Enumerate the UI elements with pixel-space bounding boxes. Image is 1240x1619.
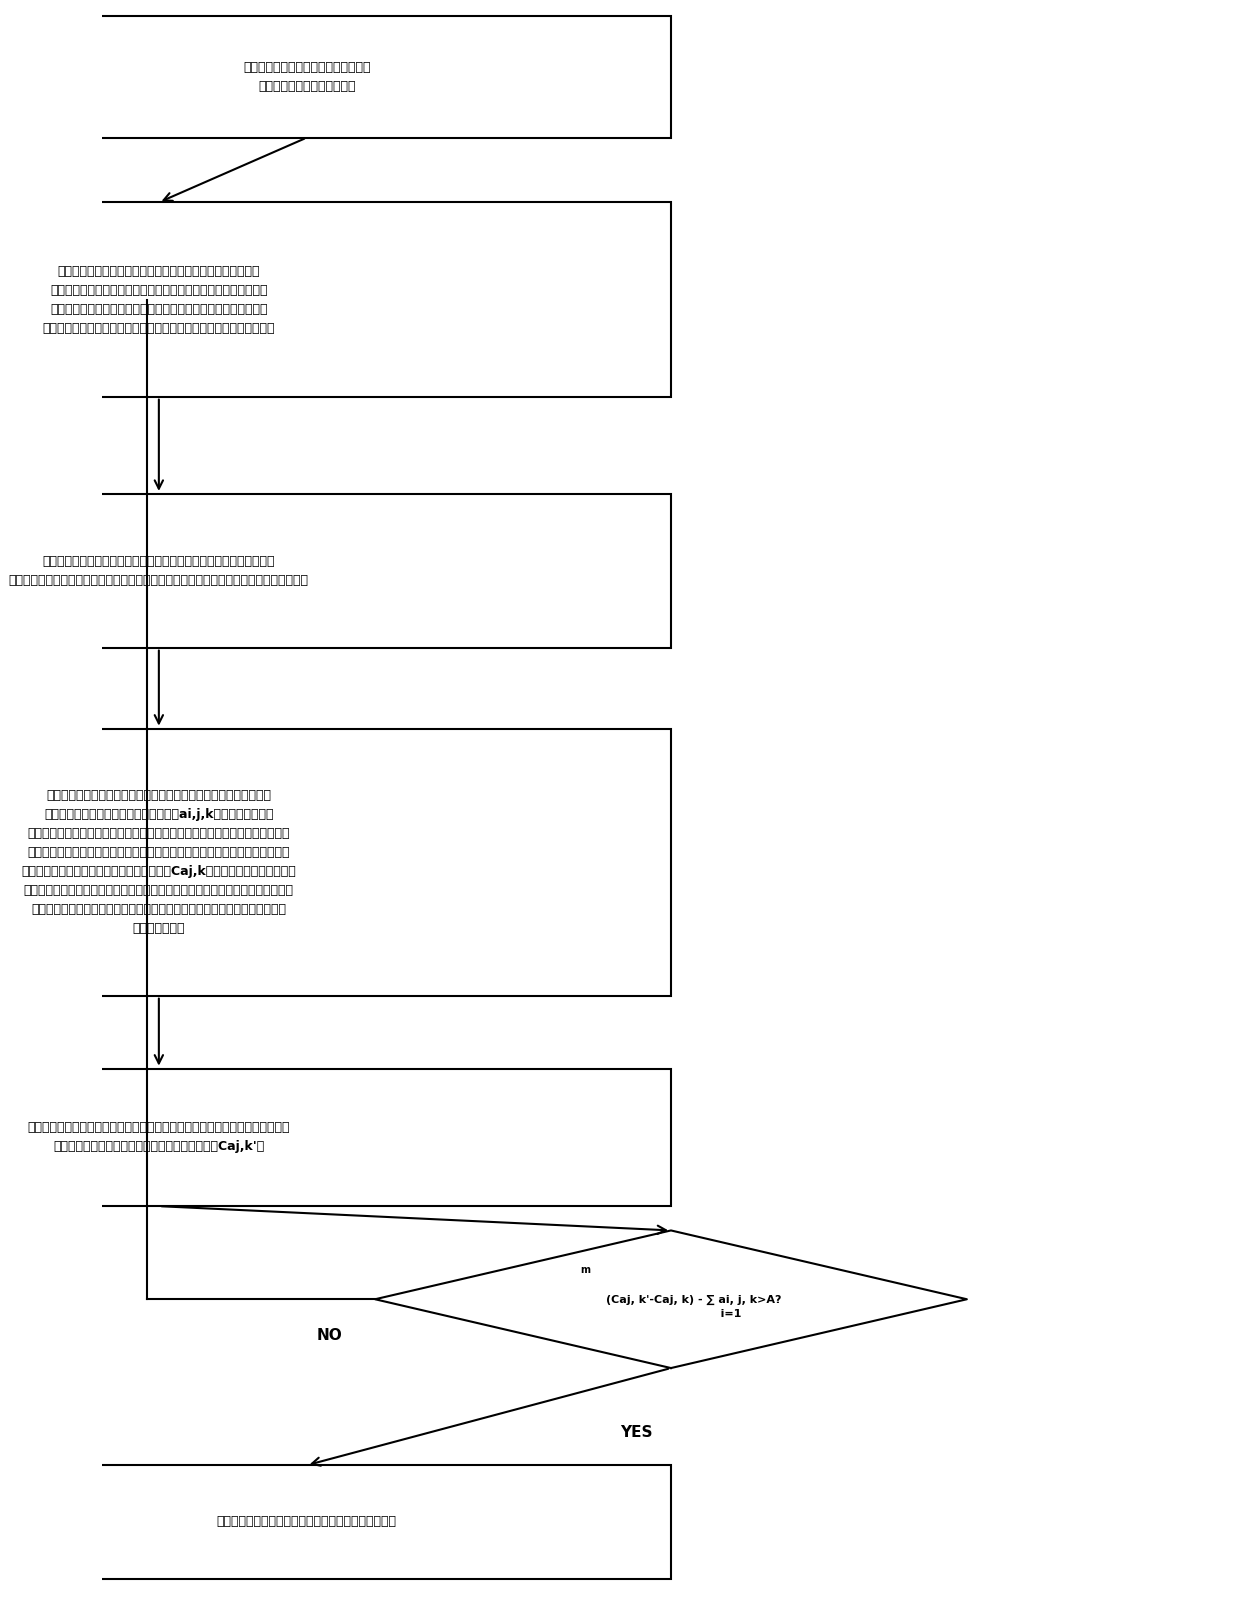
FancyBboxPatch shape bbox=[0, 16, 671, 138]
Text: 线性规划平台解析大气扩散模型平台传送的结果文件，得到各污染源
排放的各污染物对各关心点的浓度贡献值ai,j,k，并根据内部存储
的关心点的报警信息，为各污染源排: 线性规划平台解析大气扩散模型平台传送的结果文件，得到各污染源 排放的各污染物对各… bbox=[21, 788, 296, 936]
FancyBboxPatch shape bbox=[0, 494, 671, 648]
FancyBboxPatch shape bbox=[0, 1069, 671, 1206]
Text: 在大气扩散模型平台上确定评估区域，
对该评估区域划分计算网格；: 在大气扩散模型平台上确定评估区域， 对该评估区域划分计算网格； bbox=[243, 62, 371, 92]
Text: NO: NO bbox=[316, 1328, 342, 1344]
FancyBboxPatch shape bbox=[0, 202, 671, 397]
Text: 则由线性规划平台发出报警并存储关心点的报警信息。: 则由线性规划平台发出报警并存储关心点的报警信息。 bbox=[217, 1515, 397, 1528]
FancyBboxPatch shape bbox=[0, 1465, 671, 1579]
Polygon shape bbox=[374, 1230, 967, 1368]
Text: 等待本次评估周期结束后，由各关心点处的各污染物的浓度检测装置再次自动向
线性规划平台提供各关心点的各污染物的现状浓度Caj,k'；: 等待本次评估周期结束后，由各关心点处的各污染物的浓度检测装置再次自动向 线性规划… bbox=[27, 1122, 290, 1153]
Text: YES: YES bbox=[620, 1425, 653, 1441]
Text: m: m bbox=[580, 1264, 590, 1276]
Text: 建立符合大气扩散模型平台要求的该评估区域的参数数据库，
根据参数数据库将该评估区域划分成多个功能区；在该评估区域内
选取若干个关心点；在各关心点处设置各污染物的: 建立符合大气扩散模型平台要求的该评估区域的参数数据库， 根据参数数据库将该评估区… bbox=[42, 264, 275, 335]
Text: (Caj, k'-Caj, k) - ∑ ai, j, k>A?
                   i=1: (Caj, k'-Caj, k) - ∑ ai, j, k>A? i=1 bbox=[606, 1295, 781, 1319]
Text: 大气扩散模型平台利用参数数据库对污染物的大气扩散情况进行计算，
并输出各污染源排放的各污染物对各关心点的浓度贡献值的结果文件供线性规划平台使用；: 大气扩散模型平台利用参数数据库对污染物的大气扩散情况进行计算， 并输出各污染源排… bbox=[9, 555, 309, 586]
FancyBboxPatch shape bbox=[0, 729, 671, 996]
